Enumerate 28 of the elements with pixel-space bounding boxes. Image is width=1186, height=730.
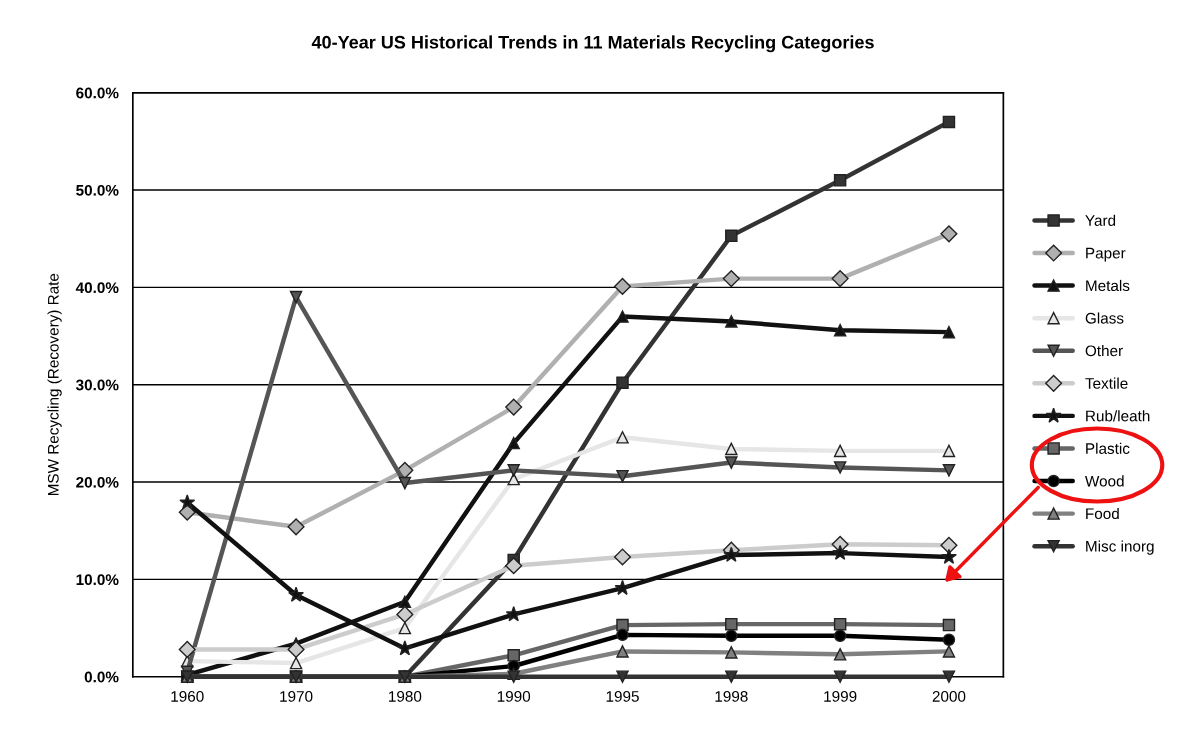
y-tick-label: 10.0%: [76, 574, 119, 586]
legend-label: Wood: [1085, 475, 1124, 487]
legend-label: Yard: [1085, 214, 1116, 226]
legend-label: Other: [1085, 345, 1123, 357]
legend-label: Metals: [1086, 279, 1130, 292]
x-tick-label: 1990: [497, 691, 531, 702]
y-tick-label: 0.0%: [84, 671, 119, 683]
x-tick-label: 1999: [824, 691, 857, 702]
y-tick-label: 30.0%: [75, 379, 119, 391]
legend-label: Glass: [1085, 312, 1124, 324]
x-tick-label: 1998: [715, 691, 748, 702]
x-tick-label: 1995: [606, 691, 639, 702]
legend-label: Paper: [1086, 247, 1126, 262]
y-tick-label: 60.0%: [76, 87, 119, 99]
y-tick-label: 50.0%: [76, 184, 119, 196]
legend-label: Rub/leath: [1086, 410, 1150, 422]
legend-label: Food: [1086, 507, 1119, 520]
x-tick-label: 1970: [280, 691, 313, 702]
legend-label: Textile: [1085, 377, 1128, 389]
y-tick-label: 20.0%: [76, 476, 119, 488]
y-axis-title: MSW Recycling (Recovery) Rate: [47, 273, 62, 496]
y-tick-label: 40.0%: [75, 282, 119, 294]
legend-label: Plastic: [1086, 442, 1130, 454]
chart-title: 40-Year US Historical Trends in 11 Materials Recycling Categories: [311, 35, 874, 53]
x-tick-label: 1960: [171, 691, 204, 702]
x-tick-label: 1980: [389, 691, 422, 702]
legend-label: Misc inorg: [1086, 540, 1154, 555]
x-tick-label: 2000: [932, 691, 966, 702]
